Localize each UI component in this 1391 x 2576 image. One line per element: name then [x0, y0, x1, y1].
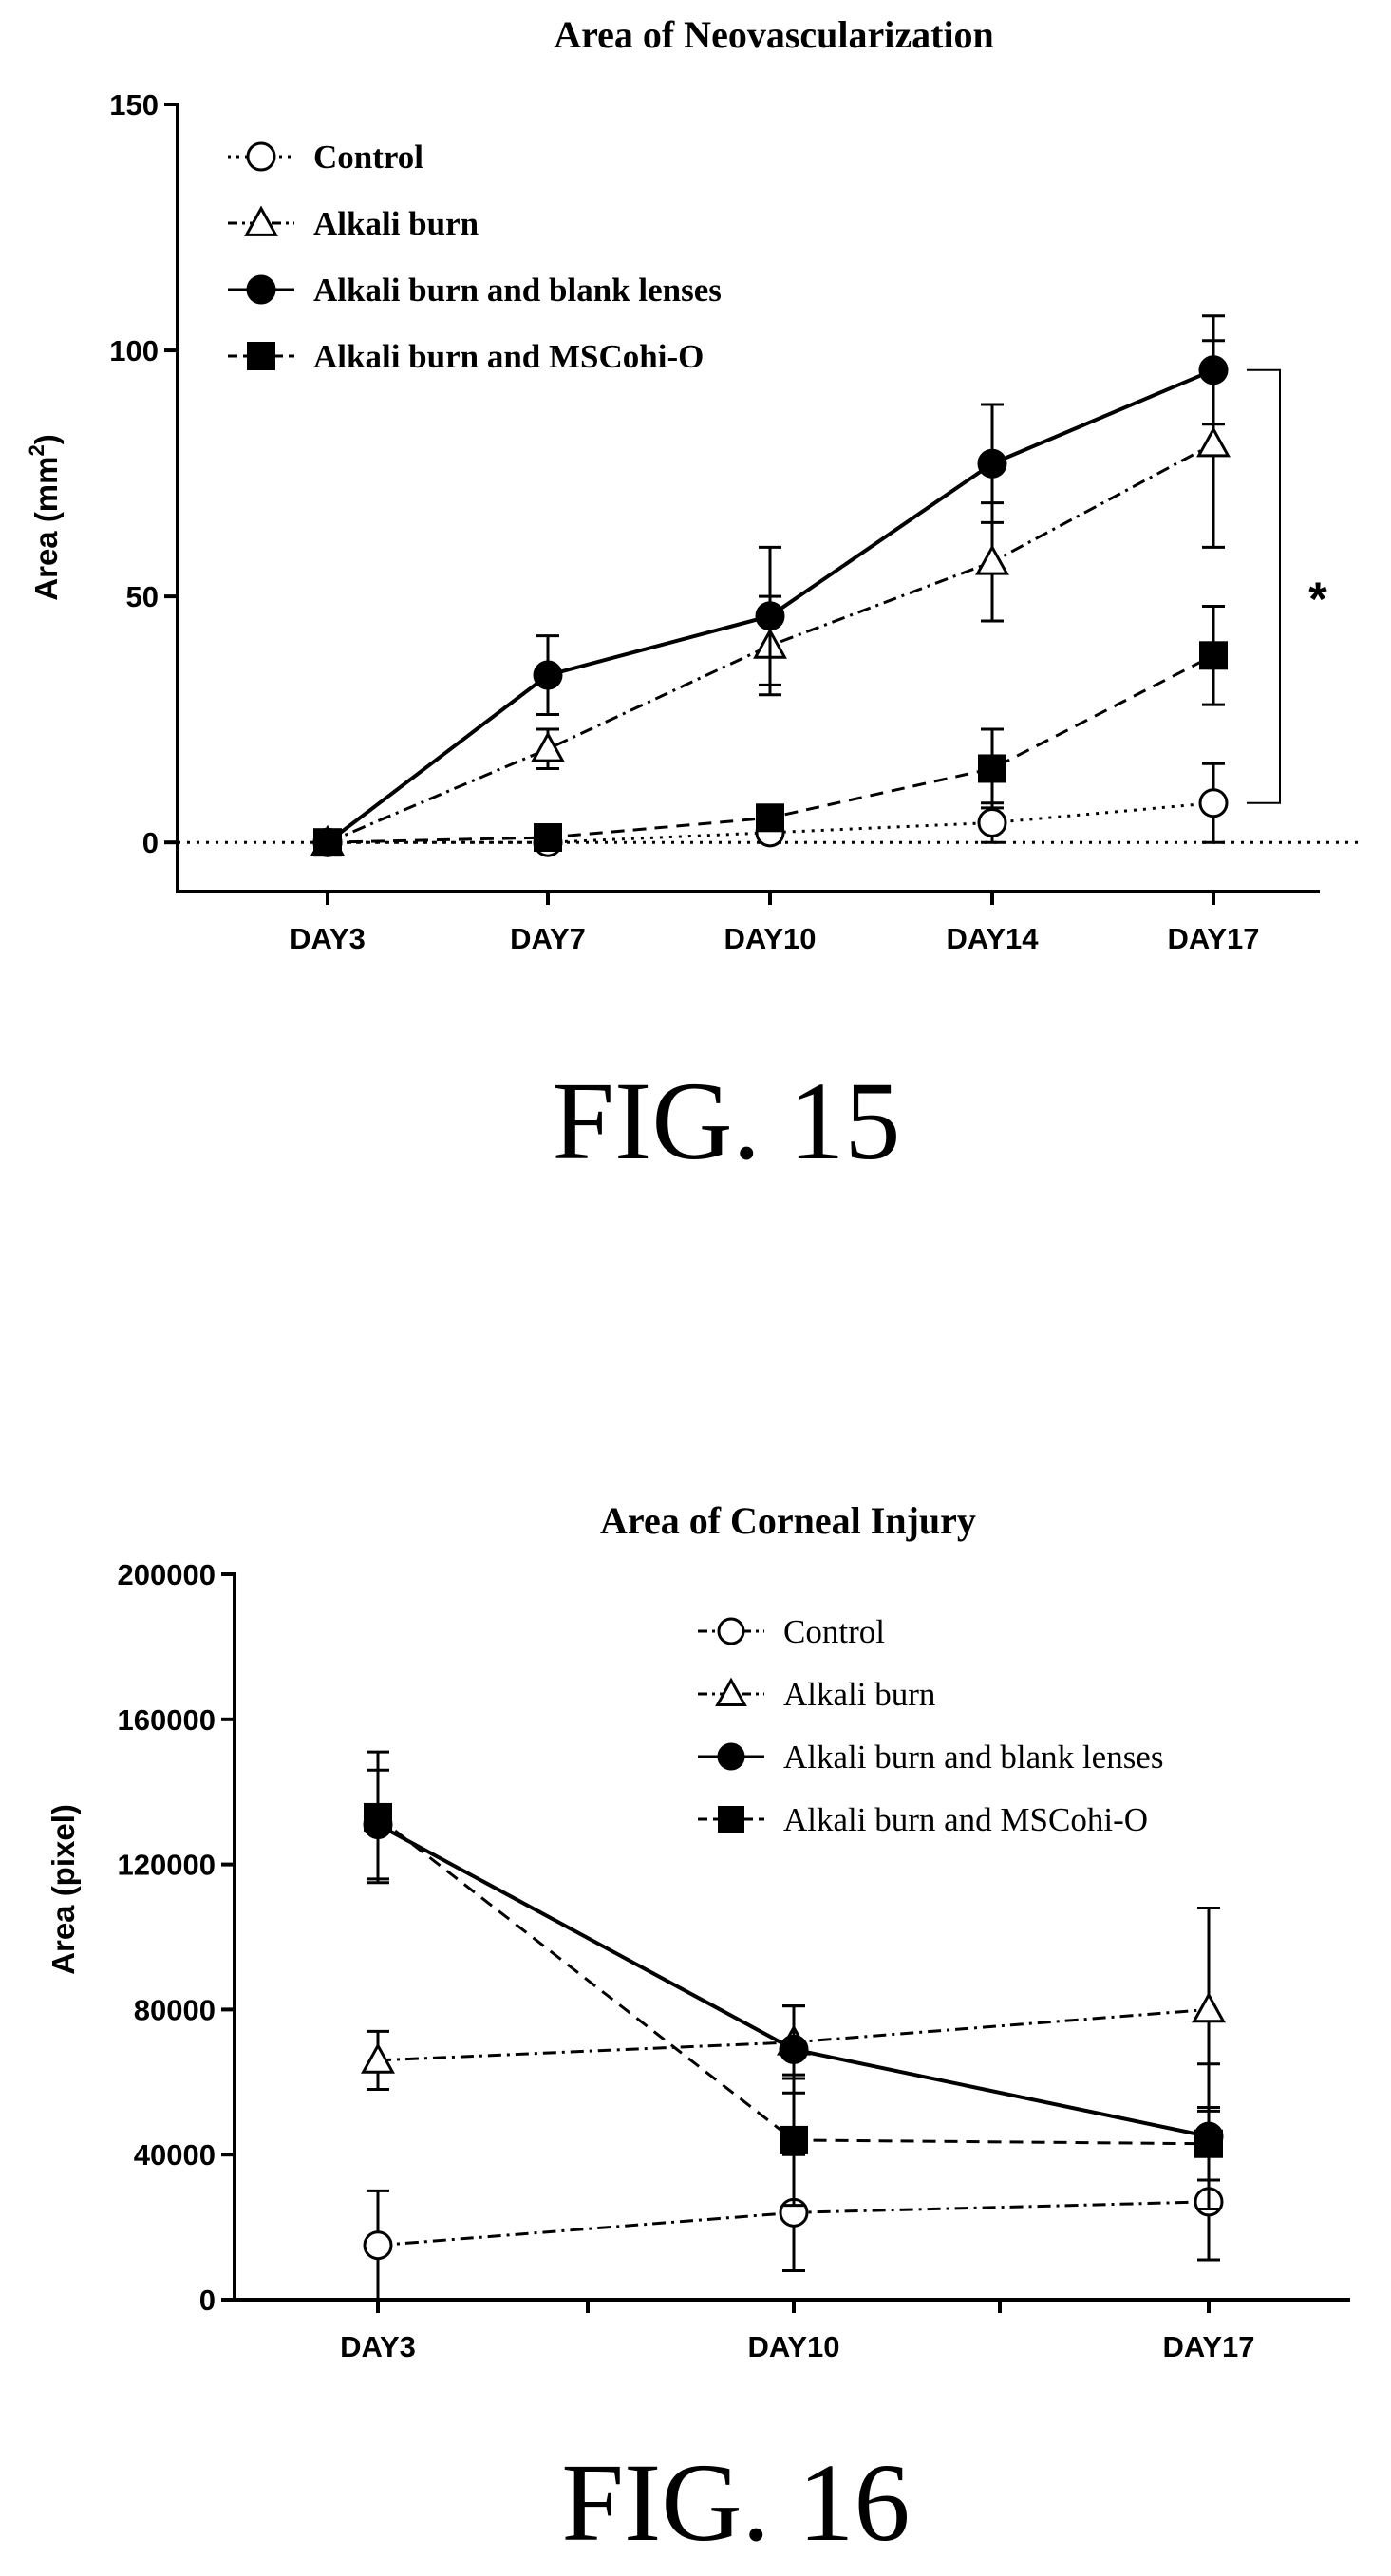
- legend-item-3: Alkali burn and MSCohi-O: [228, 338, 704, 375]
- legend-item-2: Alkali burn and blank lenses: [228, 272, 722, 309]
- y-tick-label: 40000: [134, 2138, 216, 2172]
- y-axis-label-text: Area (mm: [28, 457, 64, 601]
- figure-caption: FIG. 15: [552, 1059, 900, 1183]
- data-point: [779, 2034, 809, 2064]
- x-ticks: DAY3 DAY10 DAY17: [340, 2300, 1255, 2363]
- axes: [233, 1572, 1350, 2302]
- chart-title: Area of Corneal Injury: [600, 1499, 976, 1542]
- data-point: [1198, 355, 1229, 385]
- x-tick-label: DAY3: [340, 2330, 416, 2363]
- series-3: [313, 604, 1228, 857]
- data-point: [1199, 641, 1228, 670]
- legend-item-3: Alkali burn and MSCohi-O: [698, 1801, 1148, 1838]
- series-group: [361, 1750, 1226, 2302]
- data-point: [363, 2230, 393, 2261]
- series-3: [364, 1750, 1223, 2208]
- legend-label: Alkali burn and blank lenses: [783, 1739, 1163, 1776]
- y-axis-label-superscript: 2: [25, 444, 48, 456]
- y-tick-label: 0: [142, 826, 159, 859]
- y-tick-label: 160000: [118, 1703, 216, 1737]
- data-point: [977, 448, 1007, 479]
- legend-label: Alkali burn and MSCohi-O: [313, 338, 704, 375]
- legend-item-1: Alkali burn: [698, 1676, 935, 1713]
- neovascularization-chart: Area of Neovascularization Area (mm2) 0 5…: [25, 13, 1358, 1183]
- data-point: [780, 2125, 808, 2154]
- y-ticks: 0 40000 80000 120000 160000 200000: [118, 1558, 235, 2317]
- data-point: [1198, 788, 1229, 818]
- bracket-line: [1247, 368, 1281, 804]
- data-point: [534, 823, 562, 853]
- significance-star: *: [1308, 573, 1327, 626]
- y-tick-label: 0: [199, 2284, 216, 2317]
- x-tick-label: DAY3: [290, 922, 366, 955]
- x-ticks: DAY3 DAY7 DAY10 DAY14 DAY17: [290, 892, 1260, 955]
- data-point: [756, 803, 784, 833]
- legend-label: Control: [313, 139, 423, 176]
- figure-caption: FIG. 16: [561, 2440, 910, 2565]
- data-point: [364, 1802, 392, 1832]
- data-point: [977, 807, 1007, 837]
- data-point: [361, 2042, 395, 2074]
- series-group: [310, 314, 1231, 857]
- legend-marker: [717, 1617, 745, 1645]
- x-tick-label: DAY14: [946, 922, 1039, 955]
- data-point: [1192, 1991, 1226, 2023]
- x-tick-label: DAY17: [1167, 922, 1259, 955]
- legend-label: Alkali burn: [313, 205, 479, 242]
- data-point: [313, 828, 342, 857]
- series-line: [327, 442, 1214, 844]
- legend-marker: [715, 1677, 747, 1706]
- legend-marker: [244, 205, 278, 236]
- legend-item-0: Control: [228, 139, 423, 176]
- legend-item-2: Alkali burn and blank lenses: [698, 1739, 1163, 1776]
- legend-item-0: Control: [698, 1613, 885, 1650]
- y-tick-label: 50: [126, 580, 159, 613]
- legend-label: Alkali burn: [783, 1676, 935, 1713]
- data-point: [531, 731, 565, 762]
- y-tick-label: 200000: [118, 1558, 216, 1591]
- y-ticks: 0 50 100 150: [109, 88, 178, 859]
- x-tick-label: DAY17: [1162, 2330, 1254, 2363]
- data-point: [1194, 2129, 1223, 2158]
- legend-label: Alkali burn and MSCohi-O: [783, 1801, 1148, 1838]
- chart-title: Area of Neovascularization: [554, 13, 994, 56]
- y-axis-label-suffix: ): [28, 434, 64, 444]
- y-tick-label: 100: [109, 334, 159, 367]
- data-point: [1196, 426, 1231, 458]
- legend: Control Alkali burn Alkali burn and blank …: [228, 139, 722, 375]
- x-tick-label: DAY10: [724, 922, 816, 955]
- legend-marker: [718, 1806, 744, 1833]
- x-tick-label: DAY10: [747, 2330, 839, 2363]
- corneal-injury-chart: Area of Corneal Injury Area (pixel) 0 400…: [46, 1499, 1350, 2565]
- y-tick-label: 150: [109, 88, 159, 122]
- y-axis-label: Area (pixel): [46, 1804, 81, 1975]
- axes: [176, 103, 1320, 893]
- y-axis-label: Area (mm2): [25, 434, 64, 600]
- y-tick-label: 120000: [118, 1849, 216, 1882]
- legend-marker: [246, 274, 276, 305]
- data-point: [975, 544, 1009, 575]
- legend-marker: [717, 1742, 745, 1771]
- legend-marker: [246, 141, 276, 172]
- x-tick-label: DAY7: [510, 922, 586, 955]
- legend: Control Alkali burn Alkali burn and blank …: [698, 1613, 1163, 1838]
- legend-label: Control: [783, 1613, 885, 1650]
- data-point: [978, 754, 1006, 783]
- legend-marker: [247, 342, 275, 370]
- data-point: [755, 601, 785, 631]
- data-point: [533, 660, 563, 690]
- y-tick-label: 80000: [134, 1993, 216, 2026]
- legend-item-1: Alkali burn: [228, 205, 479, 242]
- series-2: [312, 314, 1229, 857]
- legend-label: Alkali burn and blank lenses: [313, 272, 722, 309]
- significance-bracket: *: [1247, 368, 1327, 804]
